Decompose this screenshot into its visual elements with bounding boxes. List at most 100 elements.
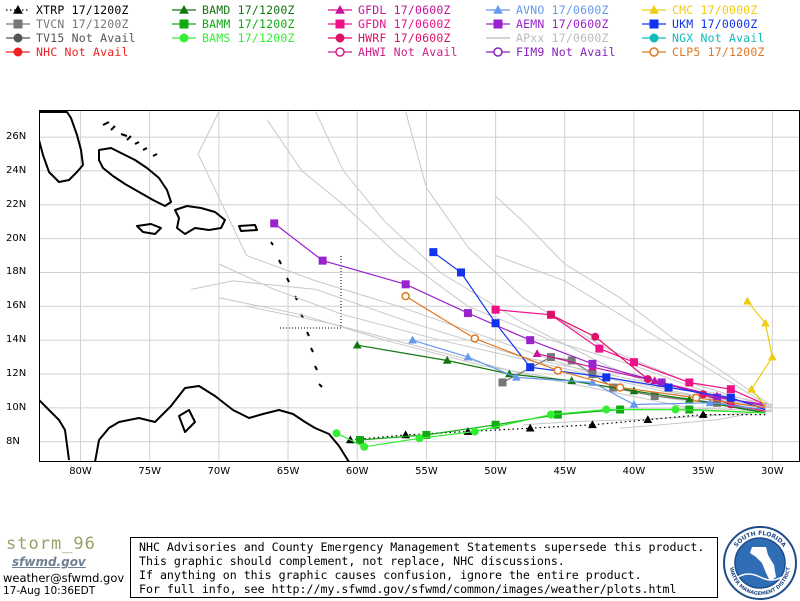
lon-tick-label: 70W: [207, 466, 231, 477]
lat-tick-label: 24N: [6, 164, 27, 176]
disclaimer-line: If anything on this graphic causes confu…: [139, 568, 642, 582]
track-point: [671, 405, 680, 414]
south-america-coast: [94, 385, 350, 462]
legend-marker-icon: [328, 47, 352, 57]
lat-tick-label: 16N: [6, 300, 27, 312]
hispaniola-coast: [174, 205, 226, 235]
track-point: [726, 385, 735, 394]
ensemble-track: [495, 195, 773, 407]
hurricane-track-map: [39, 110, 800, 462]
model-legend: XTRP 17/1200Z TVCN 17/1200Z TV15 Not Avail…: [0, 0, 800, 60]
legend-item: GFDL 17/0600Z: [326, 3, 451, 17]
lon-tick-label: 50W: [484, 466, 507, 477]
legend-label: NHC Not Avail: [36, 45, 129, 59]
central-america-coast: [39, 399, 70, 461]
track-point: [546, 410, 555, 419]
track-point: [442, 355, 452, 364]
legend-label: NGX Not Avail: [672, 31, 765, 45]
legend-item: CLP5 17/1200Z: [640, 45, 765, 59]
ensemble-track: [218, 297, 773, 409]
legend-item: CMC 17/0000Z: [640, 3, 757, 17]
track-point: [422, 430, 431, 439]
track-point: [352, 340, 362, 349]
legend-label: UKM 17/0000Z: [672, 17, 758, 31]
track-point: [743, 296, 752, 305]
track-point: [567, 356, 576, 365]
track-point: [588, 420, 597, 429]
legend-marker-icon: [172, 4, 196, 14]
legend-marker-icon: [328, 19, 352, 29]
legend-marker-icon: [642, 47, 666, 57]
legend-marker-icon: [642, 4, 666, 14]
watch-area-box: [280, 255, 342, 329]
legend-item: AHWI Not Avail: [326, 45, 458, 59]
track-point: [546, 310, 555, 319]
track-line: [336, 408, 766, 448]
legend-marker-icon: [642, 33, 666, 43]
lat-tick-label: 8N: [6, 435, 20, 447]
legend-marker-icon: [486, 37, 510, 39]
track-point: [588, 377, 597, 386]
legend-item: BAMM 17/1200Z: [170, 17, 295, 31]
track-point: [595, 344, 604, 353]
legend-label: CMC 17/0000Z: [672, 3, 758, 17]
coastlines: [39, 111, 350, 462]
contact-email[interactable]: weather@sfwmd.gov: [3, 571, 125, 585]
legend-item: XTRP 17/1200Z: [4, 3, 129, 17]
florida-coast: [39, 111, 84, 183]
track-avno: [408, 335, 766, 411]
track-cmc: [743, 296, 777, 407]
sfwmd-logo[interactable]: sfwmd.gov: [12, 555, 86, 569]
lon-tick-label: 35W: [691, 466, 715, 477]
legend-marker-icon: [642, 19, 666, 29]
track-point: [360, 442, 369, 451]
puerto-rico-coast: [238, 224, 258, 232]
track-point: [491, 319, 500, 328]
lat-tick-label: 18N: [6, 266, 27, 278]
track-point: [429, 248, 438, 257]
lesser-antilles: [270, 241, 323, 388]
track-point: [401, 280, 410, 289]
legend-item: AVNO 17/0600Z: [484, 3, 609, 17]
track-point: [553, 366, 563, 375]
disclaimer-line: This graphic should complement, not repl…: [139, 554, 565, 568]
track-point: [747, 384, 756, 393]
track-clp5: [401, 291, 766, 409]
lon-tick-label: 80W: [69, 466, 92, 477]
storm-logo: storm_96: [6, 534, 96, 554]
disclaimer-box: NHC Advisories and County Emergency Mana…: [130, 537, 718, 598]
lat-tick-label: 12N: [6, 368, 27, 379]
legend-label: FIM9 Not Avail: [516, 45, 616, 59]
legend-marker-icon: [6, 47, 30, 57]
track-point: [526, 363, 535, 372]
legend-label: HWRF 17/0600Z: [358, 31, 451, 45]
footer-branding: storm_96 sfwmd.gov weather@sfwmd.gov 17-…: [0, 532, 130, 600]
legend-item: APxx 17/0600Z: [484, 31, 609, 45]
legend-item: TVCN 17/1200Z: [4, 17, 129, 31]
disclaimer-line: For full info, see http://my.sfwmd.gov/s…: [139, 582, 677, 596]
legend-item: BAMS 17/1200Z: [170, 31, 295, 45]
track-line: [405, 295, 766, 409]
ensemble-track: [266, 119, 773, 405]
track-point: [629, 386, 639, 395]
legend-item: HWRF 17/0600Z: [326, 31, 451, 45]
track-bams: [332, 405, 766, 451]
track-bamd: [352, 340, 766, 414]
legend-marker-icon: [6, 4, 30, 14]
track-point: [415, 434, 424, 443]
ensemble-track: [523, 410, 773, 426]
track-point: [332, 429, 341, 438]
track-point: [643, 415, 653, 423]
ensemble-track: [197, 111, 773, 409]
track-point: [491, 420, 500, 429]
track-ukm: [429, 248, 766, 411]
legend-item: AEMN 17/0600Z: [484, 17, 609, 31]
track-point: [526, 336, 535, 345]
track-point: [401, 291, 410, 301]
track-point: [705, 398, 715, 407]
lon-tick-label: 40W: [622, 466, 646, 477]
track-point: [685, 378, 694, 387]
track-point: [470, 427, 479, 436]
track-line: [432, 251, 766, 411]
legend-label: TVCN 17/1200Z: [36, 17, 129, 31]
